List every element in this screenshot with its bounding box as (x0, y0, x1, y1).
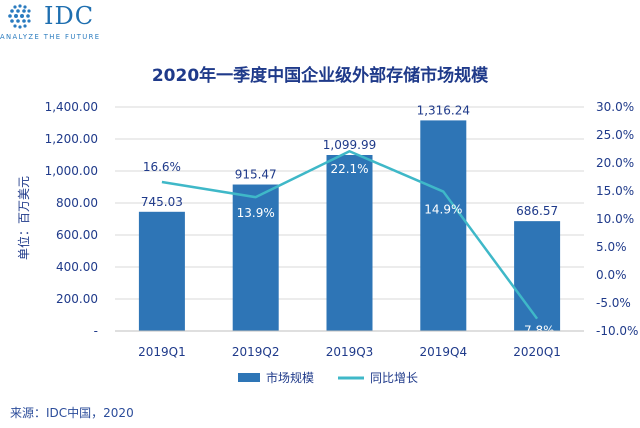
x-tick-label: 2019Q2 (232, 345, 280, 359)
axes: - 200.00 400.00 600.00 800.00 1,000.00 1,200.0… (45, 100, 639, 359)
bar (326, 155, 373, 331)
y-right-tick-label: 30.0% (596, 100, 634, 114)
y-axis-label: 单位：百万美元 (16, 176, 31, 260)
legend-line-label: 同比增长 (370, 371, 418, 385)
x-tick-label: 2019Q4 (419, 345, 467, 359)
bar (232, 184, 279, 331)
logo-text: IDC (44, 2, 95, 30)
line-value-label: 13.9% (237, 206, 275, 220)
bar (138, 211, 185, 331)
y-right-tick-label: 0.0% (596, 268, 627, 282)
legend: 市场规模 同比增长 (238, 370, 418, 385)
y-left-tick-label: 800.00 (56, 196, 98, 210)
bar-value-label: 915.47 (235, 168, 277, 182)
chart-title: 2020年一季度中国企业级外部存储市场规模 (152, 65, 489, 86)
y-left-tick-label: 600.00 (56, 228, 98, 242)
bar-series: 745.03 915.47 1,099.99 1,316.24 686.57 (138, 103, 561, 331)
bar-value-label: 1,099.99 (323, 138, 376, 152)
line-series: 16.6%13.9%22.1%14.9%-7.8% (143, 149, 555, 338)
legend-bar-swatch (238, 373, 260, 382)
y-left-tick-label: 400.00 (56, 260, 98, 274)
bar (514, 221, 561, 331)
idc-logo: IDC ANALYZE THE FUTURE (0, 0, 160, 46)
y-right-tick-label: 15.0% (596, 184, 634, 198)
x-tick-label: 2020Q1 (513, 345, 561, 359)
x-tick-label: 2019Q1 (138, 345, 186, 359)
logo-tagline: ANALYZE THE FUTURE (0, 33, 101, 41)
y-right-tick-label: -10.0% (596, 324, 638, 338)
y-left-tick-label: 1,400.00 (45, 100, 98, 114)
bar-value-label: 686.57 (516, 204, 558, 218)
y-right-tick-label: 25.0% (596, 128, 634, 142)
y-right-tick-label: 10.0% (596, 212, 634, 226)
source-note: 来源：IDC中国，2020 (10, 406, 134, 420)
y-left-tick-label: - (94, 324, 98, 338)
line-value-label: 14.9% (424, 203, 462, 217)
y-right-tick-label: 20.0% (596, 156, 634, 170)
y-right-tick-label: -5.0% (596, 296, 631, 310)
legend-bar-label: 市场规模 (266, 370, 314, 385)
x-tick-label: 2019Q3 (326, 345, 374, 359)
line-value-label: 16.6% (143, 160, 181, 174)
y-right-tick-label: 5.0% (596, 240, 627, 254)
globe-icon (8, 4, 31, 29)
bar-value-label: 745.03 (141, 195, 183, 209)
y-left-tick-label: 200.00 (56, 292, 98, 306)
line-value-label: 22.1% (330, 162, 368, 176)
y-left-tick-label: 1,200.00 (45, 132, 98, 146)
bar-value-label: 1,316.24 (417, 103, 470, 117)
growth-line (161, 149, 539, 320)
bar (420, 120, 467, 331)
y-left-tick-label: 1,000.00 (45, 164, 98, 178)
